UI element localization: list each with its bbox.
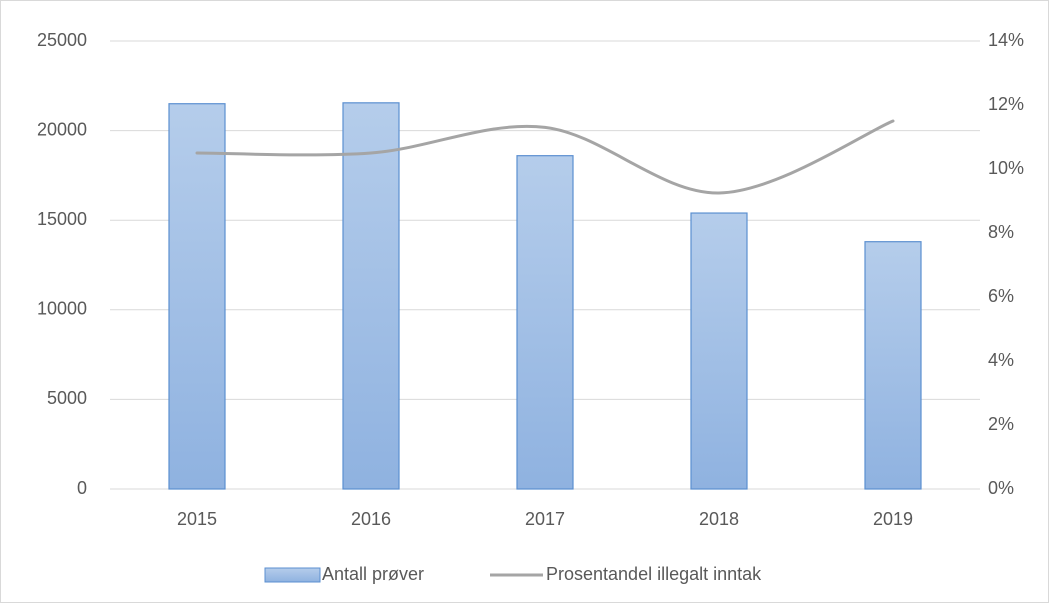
legend-swatch [264, 567, 321, 583]
y-tick-label: 10000 [37, 299, 87, 319]
y-tick-label: 0 [77, 478, 87, 498]
y2-tick-label: 10% [988, 158, 1024, 178]
x-tick-label: 2015 [177, 509, 217, 529]
y-tick-label: 15000 [37, 209, 87, 229]
y2-tick-label: 6% [988, 286, 1014, 306]
x-tick-label: 2017 [525, 509, 565, 529]
y-tick-label: 20000 [37, 119, 87, 139]
y2-tick-label: 12% [988, 94, 1024, 114]
legend-label: Prosentandel illegalt inntak [546, 564, 762, 584]
bar [168, 103, 226, 490]
y2-tick-label: 0% [988, 478, 1014, 498]
x-tick-label: 2018 [699, 509, 739, 529]
y2-tick-label: 14% [988, 30, 1024, 50]
x-tick-label: 2019 [873, 509, 913, 529]
y2-tick-label: 4% [988, 350, 1014, 370]
bar [342, 102, 400, 490]
bar [516, 155, 574, 490]
y-tick-label: 25000 [37, 30, 87, 50]
y2-tick-label: 8% [988, 222, 1014, 242]
bar [864, 241, 922, 490]
x-tick-label: 2016 [351, 509, 391, 529]
line [195, 119, 895, 195]
bar [690, 212, 748, 490]
y2-tick-label: 2% [988, 414, 1014, 434]
legend-label: Antall prøver [322, 564, 424, 584]
y-tick-label: 5000 [47, 388, 87, 408]
